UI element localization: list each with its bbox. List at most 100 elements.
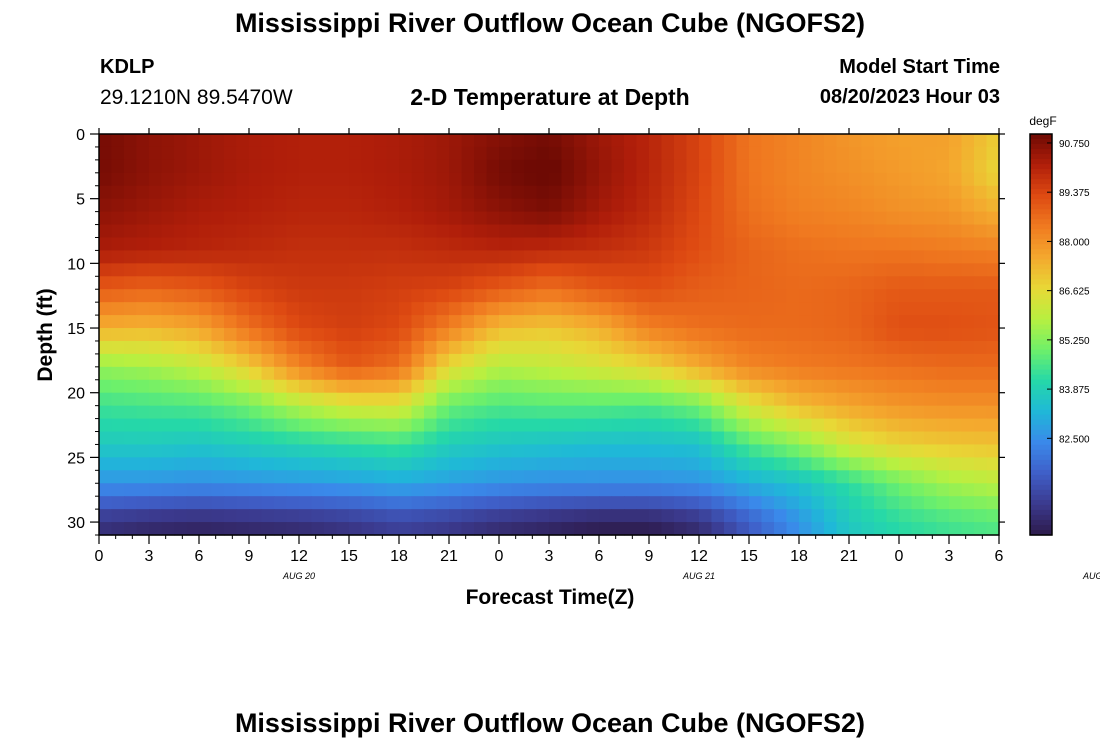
heatmap-cell: [899, 211, 913, 226]
heatmap-cell: [461, 353, 475, 368]
heatmap-cell: [236, 340, 250, 355]
heatmap-cell: [799, 405, 813, 420]
heatmap-cell: [811, 392, 825, 407]
heatmap-cell: [661, 198, 675, 213]
heatmap-cell: [824, 418, 838, 433]
heatmap-cell: [611, 509, 625, 523]
heatmap-cell: [286, 328, 300, 342]
heatmap-cell: [274, 134, 288, 148]
heatmap-cell: [761, 198, 775, 213]
heatmap-cell: [99, 146, 113, 161]
heatmap-cell: [924, 224, 938, 239]
heatmap-cell: [399, 418, 413, 433]
heatmap-cell: [261, 224, 275, 239]
heatmap-cell: [499, 470, 513, 484]
heatmap-cell: [224, 470, 238, 484]
heatmap-cell: [611, 211, 625, 226]
heatmap-cell: [136, 159, 150, 174]
heatmap-cell: [436, 392, 450, 407]
heatmap-cell: [449, 444, 463, 458]
heatmap-cell: [261, 483, 275, 497]
heatmap-cell: [174, 289, 188, 303]
heatmap-cell: [986, 353, 1000, 368]
heatmap-cell: [786, 431, 800, 446]
heatmap-cell: [374, 185, 388, 200]
heatmap-cell: [324, 328, 338, 342]
heatmap-cell: [161, 146, 175, 161]
colorbar-swatch: [1030, 209, 1052, 215]
heatmap-cell: [399, 172, 413, 187]
heatmap-cell: [374, 470, 388, 484]
colorbar-swatch: [1030, 324, 1052, 331]
heatmap-cell: [211, 353, 225, 368]
heatmap-cell: [111, 146, 125, 161]
heatmap-cell: [874, 444, 888, 458]
heatmap-cell: [424, 172, 438, 187]
heatmap-cell: [974, 276, 988, 290]
heatmap-cell: [224, 405, 238, 420]
heatmap-cell: [236, 289, 250, 303]
heatmap-cell: [686, 250, 700, 264]
heatmap-cell: [986, 250, 1000, 264]
heatmap-cell: [949, 237, 963, 252]
heatmap-cell: [536, 431, 550, 446]
heatmap-cell: [361, 146, 375, 161]
heatmap-cell: [774, 263, 788, 277]
heatmap-cell: [886, 470, 900, 484]
heatmap-cell: [974, 134, 988, 148]
heatmap-cell: [611, 237, 625, 252]
heatmap-cell: [749, 457, 763, 471]
heatmap-cell: [599, 483, 613, 497]
heatmap-cell: [136, 328, 150, 342]
heatmap-cell: [249, 366, 263, 381]
heatmap-cell: [111, 405, 125, 420]
heatmap-cell: [386, 211, 400, 226]
heatmap-cell: [236, 237, 250, 252]
heatmap-cell: [961, 392, 975, 407]
heatmap-cell: [836, 315, 850, 329]
heatmap-cell: [99, 159, 113, 174]
heatmap-cell: [636, 211, 650, 226]
heatmap-cell: [324, 276, 338, 290]
heatmap-cell: [761, 289, 775, 303]
colorbar-swatch: [1030, 294, 1052, 301]
heatmap-cell: [111, 379, 125, 394]
heatmap-cell: [611, 172, 625, 187]
heatmap-cell: [686, 302, 700, 316]
heatmap-cell: [861, 302, 875, 316]
heatmap-cell: [349, 431, 363, 446]
heatmap-cell: [624, 276, 638, 290]
heatmap-cell: [811, 470, 825, 484]
heatmap-cell: [124, 444, 138, 458]
heatmap-cell: [249, 431, 263, 446]
heatmap-cell: [474, 211, 488, 226]
colorbar-swatch: [1030, 424, 1052, 431]
heatmap-cell: [649, 315, 663, 329]
heatmap-cell: [711, 302, 725, 316]
heatmap-cell: [236, 198, 250, 213]
heatmap-cell: [311, 276, 325, 290]
heatmap-cells: [99, 134, 1000, 536]
heatmap-cell: [874, 198, 888, 213]
heatmap-cell: [386, 483, 400, 497]
heatmap-cell: [236, 405, 250, 420]
heatmap-cell: [886, 185, 900, 200]
heatmap-cell: [661, 224, 675, 239]
heatmap-cell: [586, 418, 600, 433]
heatmap-cell: [836, 418, 850, 433]
colorbar-swatch: [1030, 354, 1052, 361]
heatmap-cell: [649, 198, 663, 213]
heatmap-cell: [849, 263, 863, 277]
heatmap-cell: [424, 431, 438, 446]
heatmap-cell: [736, 224, 750, 239]
heatmap-cell: [761, 392, 775, 407]
heatmap-cell: [724, 237, 738, 252]
heatmap-cell: [236, 496, 250, 510]
heatmap-cell: [761, 444, 775, 458]
heatmap-cell: [561, 496, 575, 510]
heatmap-cell: [486, 159, 500, 174]
heatmap-cell: [699, 340, 713, 355]
heatmap-cell: [136, 134, 150, 148]
heatmap-cell: [161, 496, 175, 510]
heatmap-cell: [449, 289, 463, 303]
